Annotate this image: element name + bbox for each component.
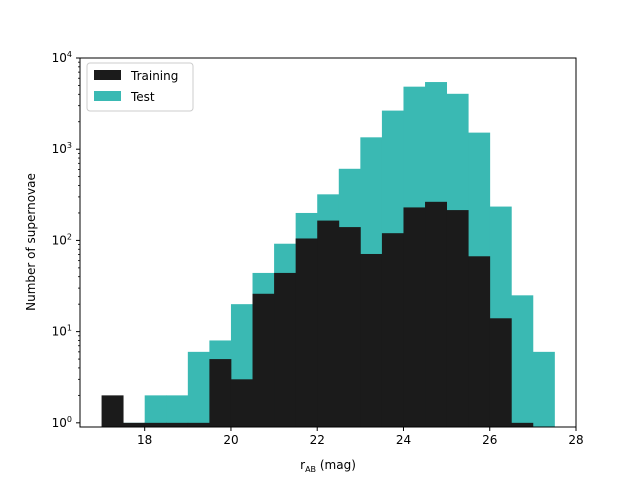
x-tick-label: 18 [137, 433, 152, 447]
test-bar [532, 351, 555, 427]
plot-frame [79, 57, 577, 428]
training-bar [295, 238, 318, 427]
legend: Training Test [86, 62, 194, 112]
x-tick-label: 24 [396, 433, 411, 447]
training-bar [489, 318, 512, 427]
legend-label-test: Test [130, 90, 155, 104]
training-bar [317, 220, 340, 427]
test-bar [187, 351, 210, 427]
x-tick-label: 22 [310, 433, 325, 447]
training-bar [468, 256, 491, 427]
test-bar [511, 295, 534, 427]
y-tick-label: 100 [52, 415, 72, 430]
y-axis: 100 101 102 103 104 [52, 50, 80, 430]
training-bar [123, 422, 146, 427]
test-bar [144, 395, 167, 427]
x-axis-label-unit: (mag) [316, 458, 356, 472]
x-tick-label: 26 [482, 433, 497, 447]
y-tick-label: 103 [52, 141, 72, 156]
x-tick-label: 28 [568, 433, 583, 447]
legend-swatch-test [94, 91, 121, 101]
training-bar [338, 227, 361, 427]
x-axis: 18 20 22 24 26 28 [137, 427, 584, 447]
legend-swatch-training [94, 70, 121, 80]
training-bar [446, 210, 469, 427]
y-tick-label: 102 [52, 232, 72, 247]
y-tick-label: 101 [52, 324, 72, 339]
x-axis-label-main: r [300, 458, 305, 472]
y-tick-label: 104 [52, 50, 72, 65]
training-bar [360, 253, 383, 427]
training-bar [381, 233, 404, 427]
training-series-bars [101, 201, 534, 427]
training-bar [511, 422, 534, 427]
x-axis-label: rAB (mag) [300, 458, 356, 474]
training-bar [230, 379, 253, 427]
x-axis-label-subscript: AB [305, 465, 316, 474]
training-bar [252, 293, 275, 427]
y-axis-label: Number of supernovae [24, 173, 38, 311]
training-bar [209, 359, 232, 427]
x-tick-label: 20 [223, 433, 238, 447]
training-bar [144, 422, 167, 427]
training-bar [425, 201, 448, 427]
training-bar [166, 422, 189, 427]
legend-label-training: Training [130, 69, 178, 83]
test-bar [166, 395, 189, 427]
training-bar [274, 272, 297, 427]
training-bar [101, 395, 124, 427]
training-bar [187, 422, 210, 427]
training-bar [403, 207, 426, 427]
